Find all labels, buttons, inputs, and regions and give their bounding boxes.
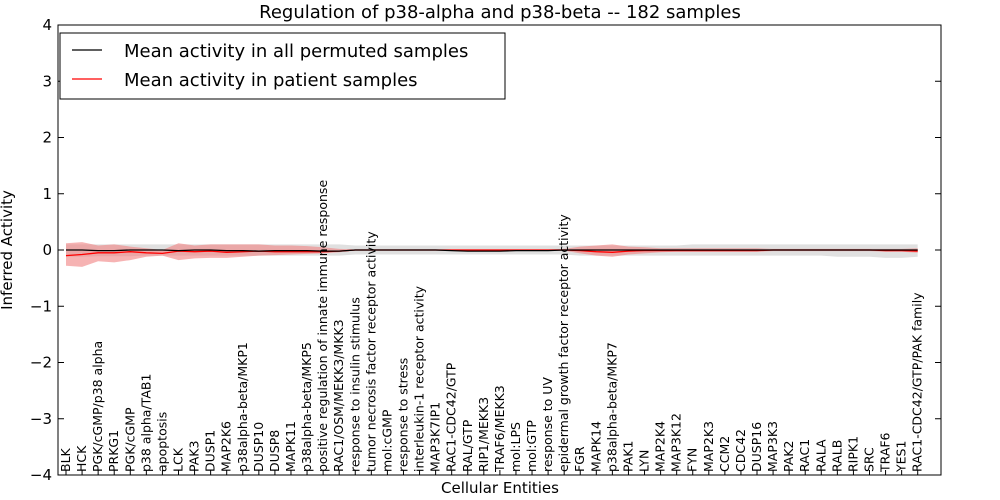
x-tick-label: mol:GTP xyxy=(524,420,539,472)
y-tick-label: −3 xyxy=(30,410,52,428)
x-tick-label: BLK xyxy=(58,447,73,472)
x-tick-label: SRC xyxy=(862,447,877,472)
y-tick-label: 2 xyxy=(42,129,52,147)
x-tick-label: response to insulin stimulus xyxy=(347,297,362,472)
x-tick-label: DUSP1 xyxy=(203,430,218,472)
x-tick-label: response to UV xyxy=(540,377,555,472)
x-tick-label: RALA xyxy=(813,439,828,472)
y-axis-label: Inferred Activity xyxy=(0,190,16,310)
x-tick-label: RIPK1 xyxy=(845,436,860,472)
x-tick-label: mol:cGMP xyxy=(379,409,394,472)
x-tick-label: RAL/GTP xyxy=(460,419,475,472)
x-tick-label: p38alpha-beta/MKP5 xyxy=(299,342,314,472)
series-lines xyxy=(65,249,918,257)
x-tick-label: RALB xyxy=(829,440,844,472)
x-tick-label: FYN xyxy=(685,448,700,472)
x-tick-label: PAK3 xyxy=(187,441,202,472)
x-tick-label: MAP2K6 xyxy=(219,421,234,472)
band-patient xyxy=(66,242,918,267)
legend-label-patient: Mean activity in patient samples xyxy=(124,70,418,91)
x-tick-label: MAPK14 xyxy=(588,421,603,472)
x-tick-label: DUSP10 xyxy=(251,422,266,472)
y-axis-ticks: 4 3 2 1 0 −1 −2 −3 −4 xyxy=(30,16,941,484)
x-tick-label: DUSP8 xyxy=(267,430,282,472)
x-tick-label: tumor necrosis factor receptor activity xyxy=(363,231,378,472)
x-tick-label: mol:LPS xyxy=(508,422,523,472)
y-tick-label: 0 xyxy=(42,241,52,259)
x-tick-label: MAPK11 xyxy=(283,421,298,472)
y-tick-label: 4 xyxy=(42,16,52,34)
line-permuted xyxy=(66,249,918,252)
x-tick-label: MAP2K3 xyxy=(701,421,716,472)
y-tick-label: −4 xyxy=(30,466,52,484)
x-tick-label: PGK/cGMP/p38 alpha xyxy=(90,341,105,472)
x-tick-label: RAC1-CDC42/GTP xyxy=(444,362,459,472)
plot-frame xyxy=(57,24,942,476)
legend: Mean activity in all permuted samples Me… xyxy=(59,32,506,100)
x-tick-label: positive regulation of innate immune res… xyxy=(315,180,330,472)
chart-title: Regulation of p38-alpha and p38-beta -- … xyxy=(259,2,741,23)
x-tick-label: CCM2 xyxy=(717,436,732,472)
x-tick-label: apoptosis xyxy=(154,412,169,472)
x-tick-label: response to stress xyxy=(396,358,411,472)
x-tick-label: PAK1 xyxy=(621,441,636,472)
y-tick-label: 3 xyxy=(42,72,52,90)
x-tick-label: interleukin-1 receptor activity xyxy=(412,285,427,472)
y-tick-label: −2 xyxy=(30,354,52,372)
y-tick-label: 1 xyxy=(42,185,52,203)
x-tick-label: RAC1 xyxy=(797,439,812,472)
x-tick-label: MAP3K7IP1 xyxy=(428,402,443,472)
x-tick-label: p38alpha-beta/MKP7 xyxy=(604,342,619,472)
x-tick-label: HCK xyxy=(74,445,89,472)
x-tick-label: LCK xyxy=(171,447,186,472)
x-tick-label: LYN xyxy=(637,450,652,472)
legend-label-permuted: Mean activity in all permuted samples xyxy=(124,41,468,62)
x-tick-label: CDC42 xyxy=(733,429,748,472)
x-tick-label: PRKG1 xyxy=(106,430,121,472)
x-tick-label: MAP2K4 xyxy=(653,421,668,472)
x-tick-label: RAC1-CDC42/GTP/PAK family xyxy=(910,292,925,472)
x-axis-label: Cellular Entities xyxy=(441,479,559,497)
x-tick-label: TRAF6/MEKK3 xyxy=(492,385,507,473)
x-tick-label: RAC1/OSM/MEKK3/MKK3 xyxy=(331,319,346,472)
x-tick-label: RIP1/MEKK3 xyxy=(476,397,491,472)
x-tick-label: TRAF6 xyxy=(878,432,893,473)
x-tick-label: PGK/cGMP xyxy=(122,407,137,472)
legend-box xyxy=(59,32,506,100)
x-tick-label: p38alpha-beta/MKP1 xyxy=(235,342,250,472)
x-tick-label: p38 alpha/TAB1 xyxy=(138,374,153,472)
x-tick-label: MAP3K12 xyxy=(669,413,684,472)
x-tick-label: PAK2 xyxy=(781,441,796,472)
confidence-bands xyxy=(66,242,918,267)
x-tick-label: FGR xyxy=(572,446,587,472)
y-tick-label: −1 xyxy=(30,297,52,315)
x-tick-label: YES1 xyxy=(894,441,909,473)
x-axis-tick-labels: BLK HCK PGK/cGMP/p38 alpha PRKG1 PGK/cGMP p38… xyxy=(58,180,925,475)
x-tick-label: MAP3K3 xyxy=(765,421,780,472)
x-tick-label: DUSP16 xyxy=(749,422,764,472)
x-tick-label: epidermal growth factor receptor activit… xyxy=(556,214,571,472)
